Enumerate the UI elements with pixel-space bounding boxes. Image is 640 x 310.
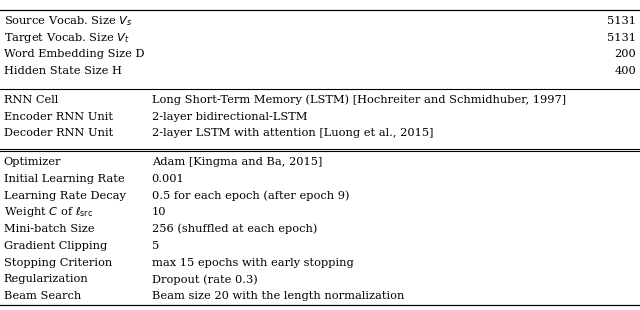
Text: 5131: 5131 xyxy=(607,33,636,42)
Text: Stopping Criterion: Stopping Criterion xyxy=(4,258,112,268)
Text: Source Vocab. Size $V_s$: Source Vocab. Size $V_s$ xyxy=(4,14,132,28)
Text: Word Embedding Size D: Word Embedding Size D xyxy=(4,49,145,59)
Text: 5131: 5131 xyxy=(607,16,636,26)
Text: Dropout (rate 0.3): Dropout (rate 0.3) xyxy=(152,274,257,285)
Text: Decoder RNN Unit: Decoder RNN Unit xyxy=(4,128,113,138)
Text: max 15 epochs with early stopping: max 15 epochs with early stopping xyxy=(152,258,353,268)
Text: Hidden State Size H: Hidden State Size H xyxy=(4,66,122,76)
Text: Initial Learning Rate: Initial Learning Rate xyxy=(4,174,124,184)
Text: 200: 200 xyxy=(614,49,636,59)
Text: 2-layer bidirectional-LSTM: 2-layer bidirectional-LSTM xyxy=(152,112,307,122)
Text: 10: 10 xyxy=(152,207,166,217)
Text: 2-layer LSTM with attention [Luong et al., 2015]: 2-layer LSTM with attention [Luong et al… xyxy=(152,128,433,138)
Text: Weight $C$ of $\ell_{\mathrm{src}}$: Weight $C$ of $\ell_{\mathrm{src}}$ xyxy=(4,206,93,219)
Text: Beam Search: Beam Search xyxy=(4,291,81,301)
Text: Adam [Kingma and Ba, 2015]: Adam [Kingma and Ba, 2015] xyxy=(152,157,322,167)
Text: Beam size 20 with the length normalization: Beam size 20 with the length normalizati… xyxy=(152,291,404,301)
Text: Learning Rate Decay: Learning Rate Decay xyxy=(4,191,125,201)
Text: Encoder RNN Unit: Encoder RNN Unit xyxy=(4,112,113,122)
Text: RNN Cell: RNN Cell xyxy=(4,95,58,105)
Text: Gradient Clipping: Gradient Clipping xyxy=(4,241,107,251)
Text: 400: 400 xyxy=(614,66,636,76)
Text: 0.001: 0.001 xyxy=(152,174,184,184)
Text: 256 (shuffled at each epoch): 256 (shuffled at each epoch) xyxy=(152,224,317,234)
Text: Optimizer: Optimizer xyxy=(4,157,61,167)
Text: 0.5 for each epoch (after epoch 9): 0.5 for each epoch (after epoch 9) xyxy=(152,190,349,201)
Text: 5: 5 xyxy=(152,241,159,251)
Text: Long Short-Term Memory (LSTM) [Hochreiter and Schmidhuber, 1997]: Long Short-Term Memory (LSTM) [Hochreite… xyxy=(152,95,566,105)
Text: Regularization: Regularization xyxy=(4,274,88,284)
Text: Target Vocab. Size $V_t$: Target Vocab. Size $V_t$ xyxy=(4,31,129,45)
Text: Mini-batch Size: Mini-batch Size xyxy=(4,224,94,234)
